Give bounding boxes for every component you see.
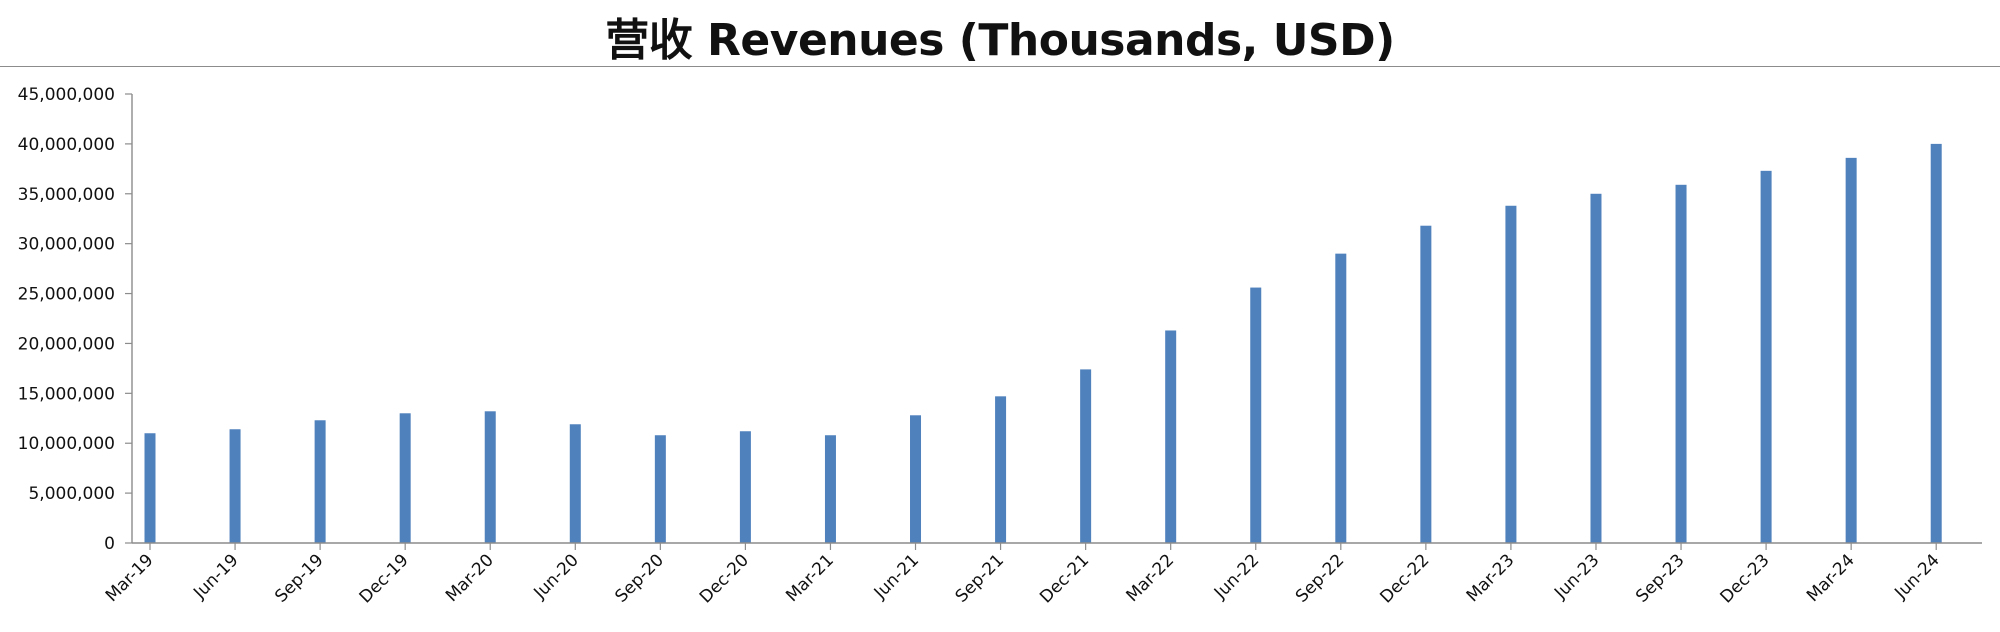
x-axis-ticks: Mar-19 Jun-19 Sep-19 Dec-19 Mar-20 Jun-20 Sep-… xyxy=(102,543,1944,607)
x-tick-label: Jun-21 xyxy=(870,550,923,603)
y-tick-label: 20,000,000 xyxy=(18,334,115,354)
x-tick-label: Jun-24 xyxy=(1890,550,1943,603)
x-tick-label: Sep-21 xyxy=(952,550,1008,606)
x-tick-label: Jun-20 xyxy=(530,550,583,603)
y-tick-label: 0 xyxy=(104,534,115,554)
bar-mar-24 xyxy=(1845,157,1857,543)
y-tick-label: 40,000,000 xyxy=(18,135,115,155)
chart-title: 营收 Revenues (Thousands, USD) xyxy=(605,15,1395,66)
y-tick-label: 25,000,000 xyxy=(18,285,115,305)
bar-jun-22 xyxy=(1250,287,1262,543)
y-tick-label: 30,000,000 xyxy=(18,235,115,255)
y-tick-label: 15,000,000 xyxy=(18,384,115,404)
bar-mar-22 xyxy=(1165,330,1177,543)
bar-sep-23 xyxy=(1675,184,1687,543)
x-tick-label: Dec-23 xyxy=(1717,550,1774,607)
x-tick-label: Mar-20 xyxy=(442,550,498,606)
bar-sep-22 xyxy=(1335,253,1347,543)
bar-sep-21 xyxy=(995,396,1007,543)
bar-jun-23 xyxy=(1590,193,1602,543)
x-tick-label: Sep-20 xyxy=(611,550,667,606)
bar-jun-24 xyxy=(1930,143,1942,543)
title-divider xyxy=(0,66,2000,67)
bar-mar-23 xyxy=(1505,205,1517,544)
bar-dec-19 xyxy=(399,413,411,543)
x-tick-label: Mar-21 xyxy=(782,550,838,606)
x-tick-label: Jun-19 xyxy=(189,550,242,603)
x-tick-label: Jun-23 xyxy=(1550,550,1603,603)
x-tick-label: Jun-22 xyxy=(1210,550,1263,603)
bar-mar-21 xyxy=(824,435,836,543)
x-tick-label: Mar-24 xyxy=(1803,550,1859,606)
y-tick-label: 35,000,000 xyxy=(18,185,115,205)
bar-sep-19 xyxy=(314,420,326,543)
bar-jun-19 xyxy=(229,429,241,543)
x-tick-label: Dec-20 xyxy=(696,550,753,607)
bar-mar-20 xyxy=(484,411,496,543)
x-tick-label: Sep-22 xyxy=(1292,550,1348,606)
y-tick-label: 5,000,000 xyxy=(28,484,115,504)
x-tick-label: Mar-22 xyxy=(1123,550,1179,606)
bar-dec-22 xyxy=(1420,225,1432,543)
y-tick-label: 45,000,000 xyxy=(18,85,115,105)
x-tick-label: Sep-23 xyxy=(1632,550,1688,606)
bar-sep-20 xyxy=(654,435,666,543)
x-tick-label: Dec-19 xyxy=(356,550,413,607)
y-tick-label: 10,000,000 xyxy=(18,434,115,454)
x-tick-label: Mar-19 xyxy=(102,550,158,606)
axes xyxy=(131,94,1982,544)
x-tick-label: Mar-23 xyxy=(1463,550,1519,606)
bars xyxy=(144,143,1942,544)
y-axis-ticks: 0 5,000,000 10,000,000 15,000,000 20,000,000… xyxy=(18,85,132,554)
bar-dec-23 xyxy=(1760,170,1772,543)
bar-jun-21 xyxy=(910,415,922,543)
bar-jun-20 xyxy=(569,424,581,543)
x-tick-label: Dec-21 xyxy=(1036,550,1093,607)
x-tick-label: Dec-22 xyxy=(1376,550,1433,607)
x-tick-label: Sep-19 xyxy=(271,550,327,606)
bar-dec-21 xyxy=(1080,369,1092,543)
bar-mar-19 xyxy=(144,433,156,543)
bar-dec-20 xyxy=(739,431,751,543)
